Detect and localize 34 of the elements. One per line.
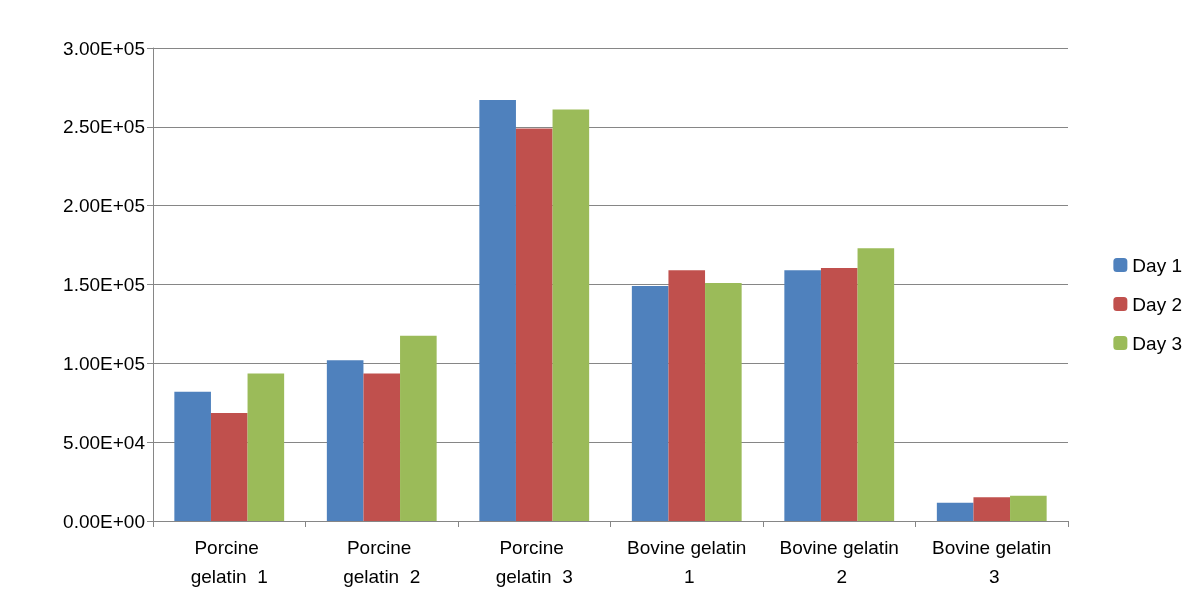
legend-label: Day 2	[1132, 293, 1183, 315]
x-tick-label: Bovine gelatin 3	[932, 537, 1052, 587]
y-tick-label: 3.00E+05	[63, 37, 145, 59]
bar	[552, 109, 590, 521]
bar	[705, 282, 742, 521]
bar	[784, 270, 821, 521]
x-tick-label: Porcine gelatin 3	[495, 537, 573, 587]
y-tick-label: 2.00E+05	[63, 195, 145, 217]
bar	[515, 128, 553, 521]
bar	[1010, 495, 1047, 521]
x-tick-label: Bovine gelatin 1	[627, 537, 747, 587]
x-tick-label: Porcine gelatin 1	[190, 537, 268, 587]
bar	[326, 360, 364, 521]
bar	[857, 248, 895, 521]
bar	[479, 100, 516, 521]
bar	[174, 391, 211, 521]
y-tick-label: 2.50E+05	[63, 116, 145, 138]
x-tick-label: Porcine gelatin 2	[343, 537, 421, 587]
x-tick-label: Bovine gelatin 2	[779, 537, 899, 587]
bar	[210, 413, 248, 521]
bar	[936, 502, 974, 521]
bar	[247, 373, 285, 521]
legend-label: Day 1	[1132, 254, 1183, 276]
bar	[363, 373, 401, 521]
bar	[631, 286, 669, 521]
y-tick-label: 5.00E+04	[63, 431, 146, 453]
y-tick-label: 1.50E+05	[63, 274, 145, 295]
y-tick-label: 1.00E+05	[63, 352, 145, 374]
bar	[668, 270, 706, 521]
y-tick-label: 0.00E+00	[63, 510, 145, 532]
legend-label: Day 3	[1132, 332, 1183, 354]
bar	[973, 497, 1011, 521]
bar	[820, 267, 858, 521]
bar	[400, 335, 437, 521]
